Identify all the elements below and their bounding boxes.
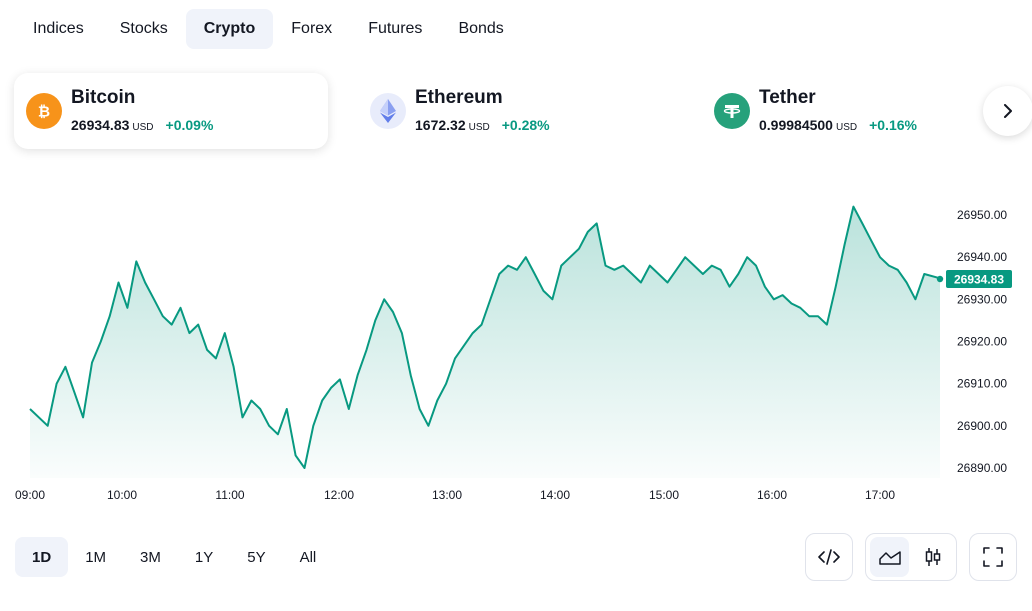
range-5y[interactable]: 5Y (247, 548, 266, 566)
y-tick-label: 26940.00 (957, 250, 1007, 264)
ticker-change: +0.16% (869, 117, 917, 133)
x-tick-label: 11:00 (215, 488, 244, 502)
x-tick-label: 13:00 (432, 488, 462, 502)
code-icon (818, 549, 840, 565)
fullscreen-icon (983, 547, 1003, 567)
last-price-badge (946, 270, 1012, 288)
tab-indices[interactable]: Indices (33, 20, 84, 37)
fullscreen-group (969, 533, 1017, 581)
x-tick-label: 10:00 (107, 488, 137, 502)
ticker-currency: USD (835, 122, 858, 133)
range-1m[interactable]: 1M (85, 548, 107, 566)
ticker-currency: USD (468, 122, 490, 133)
y-tick-label: 26930.00 (957, 292, 1007, 306)
bitcoin-icon: ₿ (26, 93, 62, 129)
chart-style-group (865, 533, 957, 581)
ticker-name: Bitcoin (71, 87, 136, 108)
y-tick-label: 26920.00 (957, 335, 1007, 349)
ticker-quote: 1672.32 USD +0.28% (415, 117, 550, 133)
x-tick-label: 12:00 (324, 488, 354, 502)
ticker-quote: 0.99984500 USD +0.16% (759, 117, 917, 133)
tab-stocks[interactable]: Stocks (119, 20, 168, 37)
candlestick-button[interactable] (913, 537, 952, 577)
ticker-card-bitcoin[interactable]: ₿ Bitcoin 26934.83 USD +0.09% (14, 73, 328, 149)
candlestick-icon (925, 548, 940, 566)
tab-bonds[interactable]: Bonds (458, 20, 504, 37)
ticker-name: Tether (759, 87, 816, 108)
ethereum-icon (370, 93, 406, 129)
area-chart-button[interactable] (870, 537, 909, 577)
ticker-name: Ethereum (415, 87, 503, 108)
x-tick-label: 15:00 (649, 488, 679, 502)
tether-icon (714, 93, 750, 129)
chevron-right-icon (1004, 104, 1012, 118)
range-1d[interactable]: 1D (15, 537, 69, 577)
ticker-currency: USD (132, 122, 154, 133)
ticker-change: +0.28% (501, 117, 550, 133)
next-button[interactable] (983, 86, 1032, 136)
y-tick-label: 26950.00 (957, 208, 1007, 222)
range-3m[interactable]: 3M (140, 548, 161, 566)
area-chart-icon (878, 551, 901, 565)
ticker-price: 0.99984500 (759, 117, 833, 133)
range-1y[interactable]: 1Y (194, 548, 214, 566)
ticker-price: 26934.83 (71, 117, 130, 133)
tab-forex[interactable]: Forex (291, 20, 333, 37)
market-tabs: Indices Stocks Crypto Forex Futures Bonds (15, 9, 522, 49)
fullscreen-button[interactable] (973, 537, 1013, 577)
embed-button[interactable] (809, 537, 849, 577)
ticker-price: 1672.32 (415, 117, 466, 133)
x-tick-label: 09:00 (15, 488, 45, 502)
ticker-card-tether[interactable]: Tether 0.99984500 USD +0.16% (702, 73, 1016, 149)
ticker-quote: 26934.83 USD +0.09% (71, 117, 213, 133)
y-tick-label: 26900.00 (957, 419, 1007, 433)
x-tick-label: 17:00 (865, 488, 895, 502)
tab-futures[interactable]: Futures (368, 20, 423, 37)
y-tick-label: 26910.00 (957, 377, 1007, 391)
y-tick-label: 26890.00 (957, 461, 1007, 475)
ticker-change: +0.09% (165, 117, 214, 133)
x-tick-label: 14:00 (540, 488, 570, 502)
x-tick-label: 16:00 (757, 488, 787, 502)
range-all[interactable]: All (299, 548, 317, 566)
price-chart[interactable]: 26890.00 26900.00 26910.00 26920.00 26930.00… (0, 175, 1032, 510)
tab-crypto[interactable]: Crypto (185, 9, 274, 49)
ticker-card-ethereum[interactable]: Ethereum 1672.32 USD +0.28% (358, 73, 672, 149)
last-price-dot (936, 275, 944, 283)
last-price-label: 26934.83 (954, 273, 1004, 287)
embed-group (805, 533, 853, 581)
range-selector: 1D 1M 3M 1Y 5Y All (15, 537, 333, 577)
svg-text:₿: ₿ (38, 103, 50, 121)
price-area (30, 206, 940, 478)
price-line (29, 205, 941, 469)
